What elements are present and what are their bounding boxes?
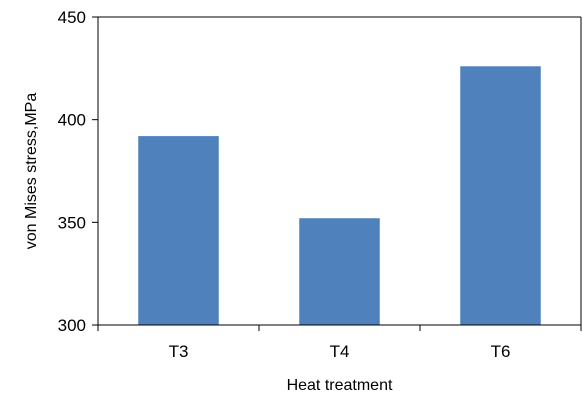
bar-t6 <box>460 66 541 325</box>
bar-t4 <box>299 218 380 325</box>
x-axis-label: Heat treatment <box>287 377 393 394</box>
x-ticks-group: T3 T4 T6 <box>97 325 582 361</box>
x-tick-label: T3 <box>169 342 189 361</box>
y-tick-label: 400 <box>58 111 86 130</box>
bar-t3 <box>138 136 219 325</box>
bars-group <box>138 66 541 325</box>
y-ticks-group: 300 350 400 450 <box>58 8 98 335</box>
y-tick-label: 300 <box>58 316 86 335</box>
y-tick-label: 350 <box>58 213 86 232</box>
x-tick-label: T6 <box>491 342 511 361</box>
y-tick-label: 450 <box>58 8 86 27</box>
y-axis-label: von Mises stress,MPa <box>23 93 40 250</box>
x-tick-label: T4 <box>330 342 350 361</box>
